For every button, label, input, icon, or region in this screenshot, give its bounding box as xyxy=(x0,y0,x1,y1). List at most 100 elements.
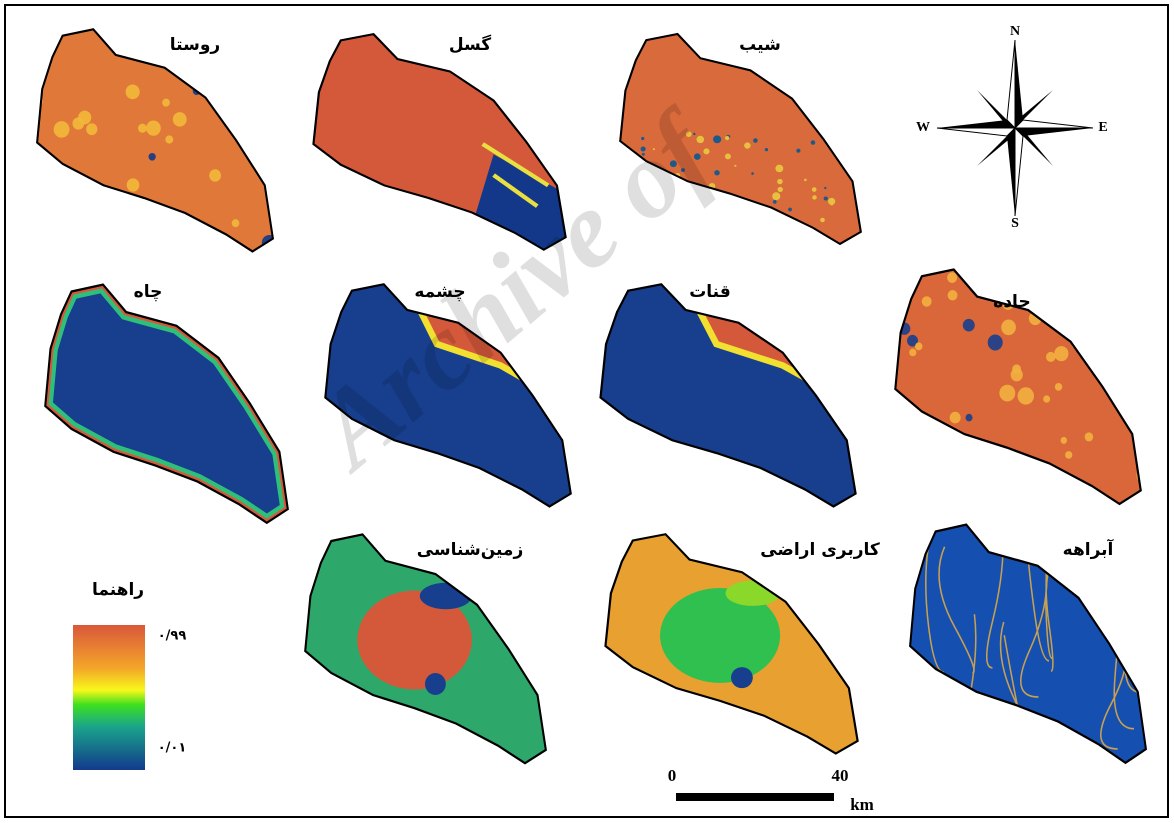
compass-s: S xyxy=(1011,216,1019,231)
map-blob xyxy=(786,229,793,236)
map-blob xyxy=(915,342,923,351)
panel-title: قنات xyxy=(689,282,731,302)
map-outline xyxy=(304,533,547,765)
map-blob xyxy=(714,225,722,233)
map-outline xyxy=(312,33,567,251)
map-blob xyxy=(693,153,701,160)
map-blob xyxy=(46,29,58,37)
map-blob xyxy=(1060,436,1068,444)
compass-n: N xyxy=(1010,24,1020,39)
map-blob xyxy=(713,135,722,144)
map-panel xyxy=(36,28,275,253)
map-blob xyxy=(714,170,720,176)
map-blob xyxy=(830,202,834,206)
map-blob xyxy=(1053,494,1069,504)
map-blob xyxy=(1070,284,1082,297)
legend-low: ۰/۰۱ xyxy=(158,741,187,756)
map-blob xyxy=(1043,395,1051,403)
map-outline xyxy=(324,283,572,508)
map-blob xyxy=(78,110,92,125)
map-outline xyxy=(894,268,1142,506)
map-blob xyxy=(1054,346,1069,362)
map-blob xyxy=(172,112,187,127)
map-outline xyxy=(36,28,275,253)
map-blob xyxy=(824,186,827,190)
map-zone xyxy=(425,673,446,695)
map-blob xyxy=(744,142,751,149)
scale-start: 0 xyxy=(668,766,677,785)
map-blob xyxy=(823,196,828,201)
panel-title: روستا xyxy=(170,35,220,55)
map-blob xyxy=(86,195,94,204)
panel-title: زمین‌شناسی xyxy=(417,540,524,560)
map-blob xyxy=(734,164,737,167)
map-blob xyxy=(261,235,273,251)
map-blob xyxy=(709,227,716,233)
frame xyxy=(4,4,1169,818)
map-blob xyxy=(777,178,783,185)
map-blob xyxy=(131,37,149,55)
map-blob xyxy=(47,238,56,248)
map-blob xyxy=(724,153,731,160)
map-base xyxy=(600,284,856,507)
map-blob xyxy=(146,120,161,136)
map-blob xyxy=(1001,319,1016,336)
map-blob xyxy=(947,290,958,301)
map-blob xyxy=(751,172,754,175)
map-blob xyxy=(1077,275,1089,288)
map-blob xyxy=(1045,351,1056,362)
map-fill xyxy=(605,534,858,754)
map-blob xyxy=(987,334,1003,351)
map-blob xyxy=(909,348,917,357)
map-blob xyxy=(811,187,817,192)
map-blob xyxy=(753,138,758,143)
legend-ramp xyxy=(73,625,145,770)
compass-w: W xyxy=(916,120,930,135)
map-blob xyxy=(895,454,900,466)
map-stream xyxy=(938,546,975,674)
map-outline xyxy=(604,533,859,755)
map-blob xyxy=(772,200,777,204)
map-blob xyxy=(887,415,894,423)
legend-high: ۰/۹۹ xyxy=(158,629,187,644)
map-blob xyxy=(86,123,98,136)
map-blob xyxy=(807,233,813,239)
map-blob xyxy=(1084,432,1094,442)
map-blob xyxy=(165,135,174,144)
map-fill xyxy=(45,284,288,523)
map-blob xyxy=(125,84,140,100)
map-fill xyxy=(600,284,856,507)
map-blob xyxy=(779,215,785,221)
map-blob xyxy=(1032,488,1039,496)
map-panel xyxy=(604,533,859,755)
map-blob xyxy=(53,121,70,138)
map-blob xyxy=(717,234,725,242)
map-blob xyxy=(1010,368,1023,382)
map-outline xyxy=(44,283,289,525)
map-zone xyxy=(357,590,472,690)
map-panel xyxy=(44,283,289,525)
map-blob xyxy=(1128,408,1136,417)
map-blob xyxy=(696,135,705,144)
map-blob xyxy=(772,192,781,201)
compass: N E S W xyxy=(916,24,1108,231)
map-blob xyxy=(231,219,240,228)
map-panel xyxy=(599,283,857,508)
map-blob xyxy=(260,95,272,107)
map-blob xyxy=(965,413,973,422)
map-fill xyxy=(305,534,546,764)
map-blob xyxy=(1065,451,1073,459)
map-blob xyxy=(669,160,677,168)
map-blob xyxy=(641,136,645,141)
panel-title: آبراهه xyxy=(1063,538,1115,560)
map-blob xyxy=(726,228,733,235)
map-blob xyxy=(738,201,744,206)
map-panel xyxy=(304,533,547,765)
map-blob xyxy=(820,217,825,223)
map-fill xyxy=(37,29,273,252)
map-zone xyxy=(731,667,753,689)
map-blob xyxy=(1017,387,1034,405)
map-blob xyxy=(204,79,221,96)
map-blob xyxy=(162,98,170,107)
